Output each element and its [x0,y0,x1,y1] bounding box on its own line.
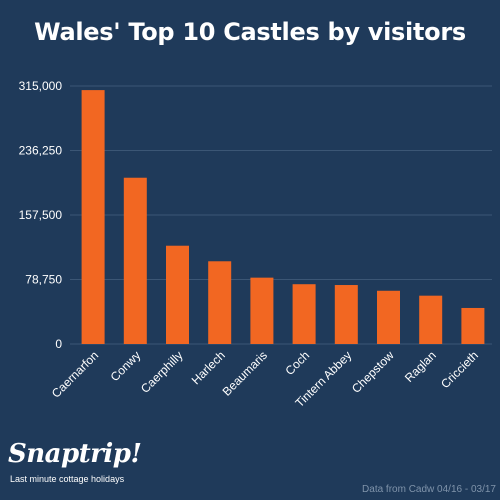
brand-name: Snaptrip! [8,439,142,469]
x-tick-label: Beaumaris [220,348,270,398]
brand-logo: Snaptrip! Last minute cottage holidays [8,439,142,484]
brand-tagline: Last minute cottage holidays [10,474,125,484]
y-tick-label: 78,750 [25,273,62,287]
y-tick-label: 0 [55,337,62,351]
x-tick-label: Raglan [402,348,439,385]
x-tick-label: Caerphilly [138,348,186,396]
y-axis-ticks: 0 78,750 157,500 236,250 315,000 [19,79,63,351]
bars [81,90,485,344]
bar [461,307,485,344]
bar [81,90,105,344]
x-tick-label: Conwy [108,348,144,384]
x-tick-label: Chepstow [349,348,397,396]
x-tick-label: Criccieth [438,348,481,391]
bar [250,277,274,344]
source-note: Data from Cadw 04/16 - 03/17 [362,484,496,495]
y-tick-label: 236,250 [19,144,63,158]
bar [292,284,316,344]
bar [208,261,232,344]
bar [334,285,358,344]
chart-title: Wales' Top 10 Castles by visitors [34,18,466,46]
y-tick-label: 157,500 [19,208,63,222]
x-tick-label: Caernarfon [49,348,101,400]
bar [377,290,400,344]
x-tick-label: Coch [283,348,313,378]
bar [419,295,443,344]
y-tick-label: 315,000 [19,79,63,93]
bar [166,245,189,344]
bar [123,177,147,344]
x-tick-label: Harlech [189,348,228,387]
